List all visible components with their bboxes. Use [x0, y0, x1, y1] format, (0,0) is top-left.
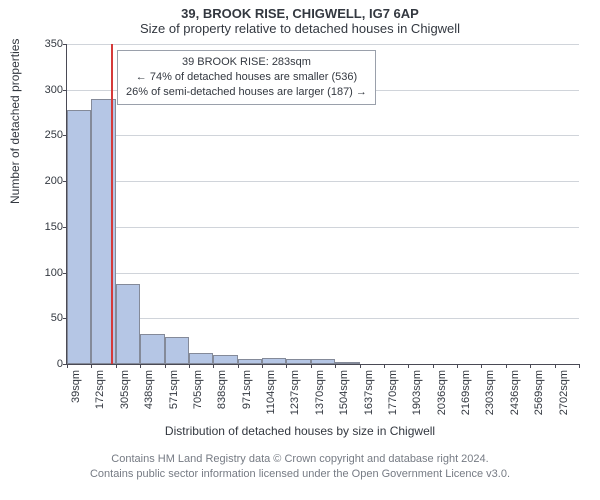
x-tick: [530, 364, 531, 368]
x-tick-label: 971sqm: [241, 370, 253, 409]
gridline: [67, 135, 579, 136]
x-tick: [408, 364, 409, 368]
x-tick-label: 2436sqm: [509, 370, 521, 415]
x-tick-label: 172sqm: [94, 370, 106, 409]
x-tick-label: 705sqm: [192, 370, 204, 409]
footer-line: Contains HM Land Registry data © Crown c…: [0, 452, 600, 467]
chart-container: 39, BROOK RISE, CHIGWELL, IG7 6AP Size o…: [0, 0, 600, 500]
page-title: 39, BROOK RISE, CHIGWELL, IG7 6AP: [0, 0, 600, 21]
x-tick: [238, 364, 239, 368]
x-tick: [67, 364, 68, 368]
histogram-bar: [335, 362, 359, 364]
y-tick-label: 150: [45, 221, 63, 233]
property-marker-line: [111, 44, 113, 364]
x-tick: [360, 364, 361, 368]
x-tick-label: 39sqm: [70, 370, 82, 403]
plot-outer: 05010015020025030035039sqm172sqm305sqm43…: [48, 44, 578, 408]
x-tick: [262, 364, 263, 368]
x-tick: [433, 364, 434, 368]
x-tick: [579, 364, 580, 368]
x-tick-label: 571sqm: [168, 370, 180, 409]
y-tick-label: 200: [45, 175, 63, 187]
x-tick-label: 1770sqm: [387, 370, 399, 415]
histogram-bar: [262, 358, 286, 364]
plot-area: 05010015020025030035039sqm172sqm305sqm43…: [66, 44, 579, 365]
x-tick: [384, 364, 385, 368]
x-tick: [506, 364, 507, 368]
x-tick: [189, 364, 190, 368]
x-tick-label: 1104sqm: [265, 370, 277, 414]
y-axis-label: Number of detached properties: [8, 39, 22, 204]
histogram-bar: [116, 284, 140, 364]
x-tick: [213, 364, 214, 368]
x-tick: [91, 364, 92, 368]
x-tick-label: 1637sqm: [363, 370, 375, 415]
x-tick-label: 838sqm: [216, 370, 228, 409]
x-tick-label: 2036sqm: [436, 370, 448, 415]
x-tick: [555, 364, 556, 368]
annotation-line: 39 BROOK RISE: 283sqm: [126, 55, 367, 70]
y-tick-label: 250: [45, 129, 63, 141]
gridline: [67, 273, 579, 274]
x-tick-label: 2569sqm: [533, 370, 545, 415]
chart-footer: Contains HM Land Registry data © Crown c…: [0, 452, 600, 482]
x-tick-label: 438sqm: [143, 370, 155, 409]
x-tick-label: 1504sqm: [338, 370, 350, 415]
histogram-bar: [286, 359, 310, 364]
x-tick: [457, 364, 458, 368]
x-tick-label: 2702sqm: [558, 370, 570, 415]
gridline: [67, 44, 579, 45]
x-tick: [286, 364, 287, 368]
histogram-bar: [238, 359, 262, 364]
y-tick-label: 0: [57, 358, 63, 370]
annotation-line: ← 74% of detached houses are smaller (53…: [126, 70, 367, 85]
x-tick-label: 1237sqm: [289, 370, 301, 415]
chart-subtitle: Size of property relative to detached ho…: [0, 21, 600, 40]
x-tick: [116, 364, 117, 368]
x-tick-label: 1370sqm: [314, 370, 326, 415]
histogram-bar: [213, 355, 237, 364]
annotation-line: 26% of semi-detached houses are larger (…: [126, 85, 367, 100]
y-tick-label: 350: [45, 38, 63, 50]
gridline: [67, 181, 579, 182]
x-axis-label: Distribution of detached houses by size …: [0, 424, 600, 438]
x-tick-label: 305sqm: [119, 370, 131, 409]
y-tick-label: 100: [45, 267, 63, 279]
y-tick-label: 50: [51, 312, 63, 324]
footer-line: Contains public sector information licen…: [0, 467, 600, 482]
histogram-bar: [311, 359, 335, 364]
y-tick: [63, 90, 67, 91]
histogram-bar: [140, 334, 164, 364]
histogram-bar: [189, 353, 213, 364]
gridline: [67, 227, 579, 228]
x-tick: [165, 364, 166, 368]
x-tick: [481, 364, 482, 368]
x-tick: [335, 364, 336, 368]
y-tick: [63, 44, 67, 45]
annotation-box: 39 BROOK RISE: 283sqm ← 74% of detached …: [117, 50, 376, 105]
x-tick: [311, 364, 312, 368]
gridline: [67, 318, 579, 319]
x-tick-label: 2169sqm: [460, 370, 472, 415]
y-tick-label: 300: [45, 84, 63, 96]
x-tick-label: 2303sqm: [484, 370, 496, 415]
x-tick-label: 1903sqm: [411, 370, 423, 415]
histogram-bar: [67, 110, 91, 364]
histogram-bar: [165, 337, 189, 364]
x-tick: [140, 364, 141, 368]
